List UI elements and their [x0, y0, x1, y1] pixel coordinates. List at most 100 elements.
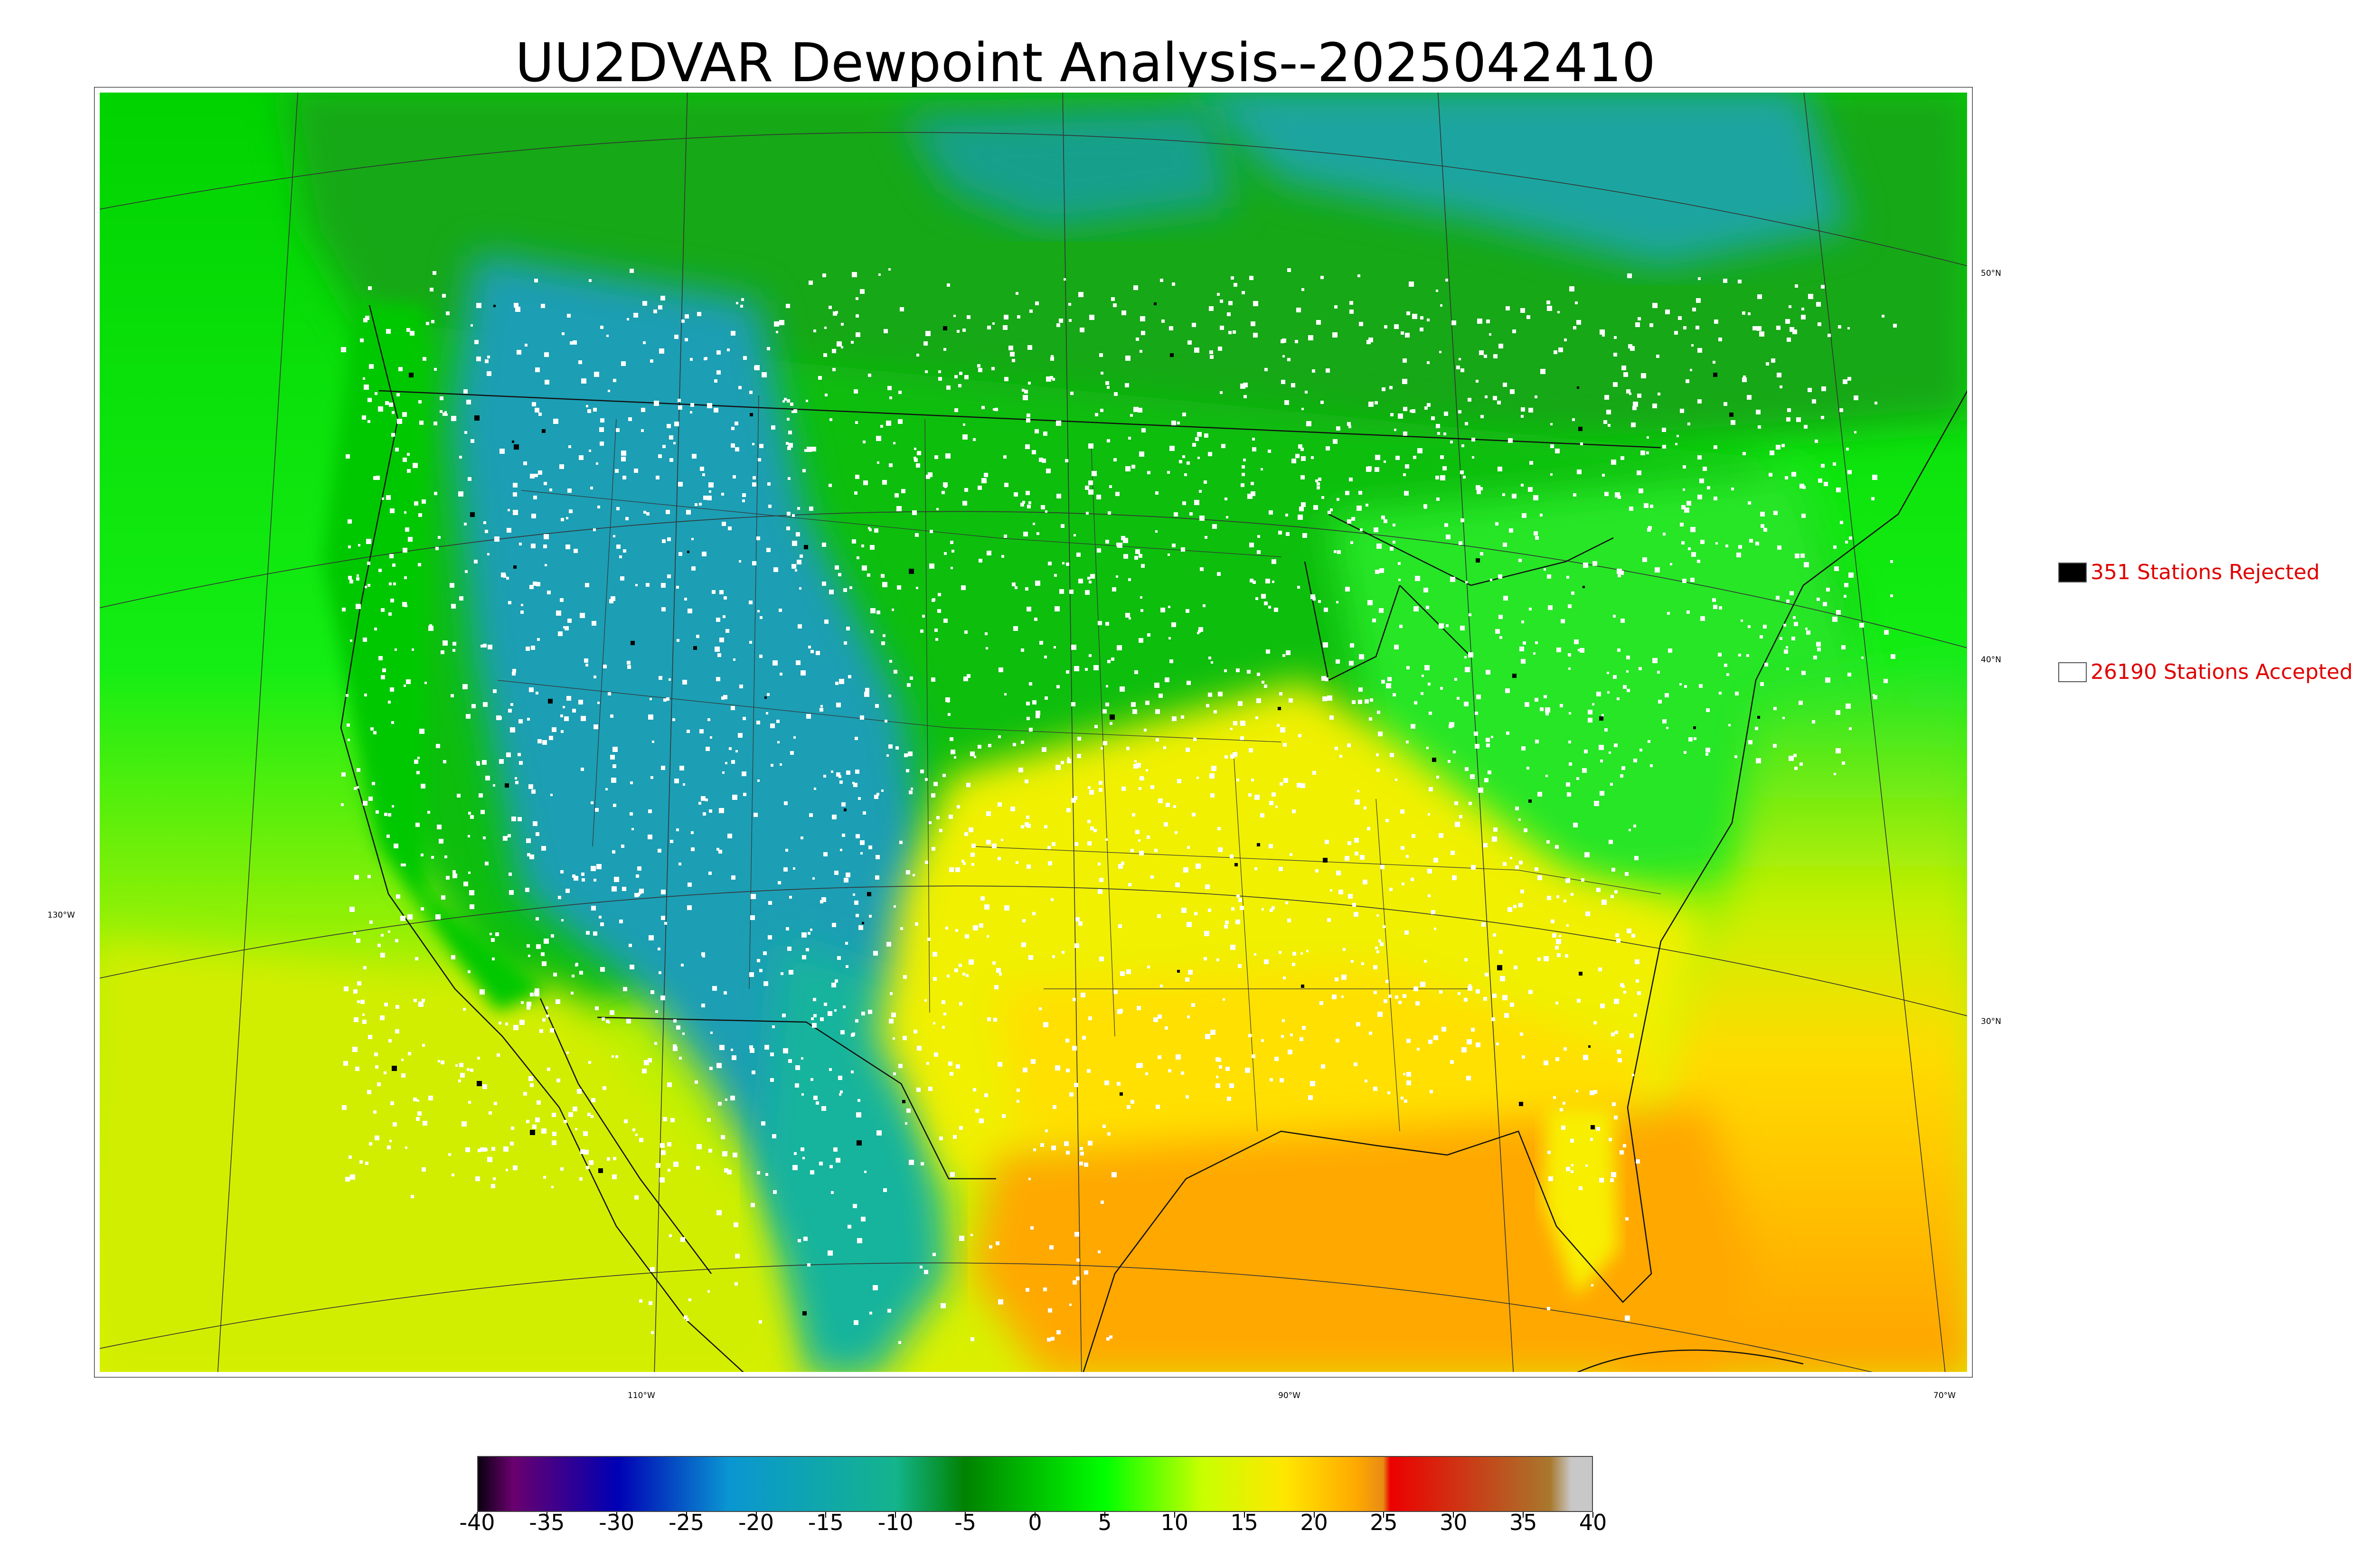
accepted-station — [822, 582, 826, 586]
accepted-station — [1384, 519, 1387, 523]
accepted-station — [437, 825, 442, 829]
accepted-station — [1025, 779, 1028, 783]
accepted-station — [787, 512, 791, 516]
accepted-station — [925, 861, 928, 864]
accepted-station — [1486, 319, 1490, 323]
accepted-station — [414, 999, 417, 1002]
accepted-station — [365, 316, 369, 320]
accepted-station — [1092, 471, 1097, 476]
accepted-station — [403, 864, 406, 866]
accepted-station — [967, 315, 970, 319]
accepted-station — [1217, 293, 1220, 296]
accepted-station — [852, 272, 857, 277]
accepted-station — [687, 905, 692, 910]
accepted-station — [378, 569, 382, 572]
accepted-station — [1139, 851, 1144, 855]
accepted-station — [789, 970, 793, 975]
accepted-station — [1147, 633, 1150, 637]
accepted-station — [616, 507, 620, 510]
accepted-station — [1109, 1335, 1112, 1339]
accepted-station — [1376, 544, 1382, 549]
accepted-station — [966, 783, 970, 787]
accepted-station — [1614, 1116, 1618, 1119]
accepted-station — [1800, 554, 1805, 558]
accepted-station — [1884, 630, 1889, 635]
accepted-station — [816, 1101, 819, 1105]
accepted-station — [731, 427, 735, 430]
accepted-station — [435, 914, 441, 920]
accepted-station — [382, 668, 386, 672]
accepted-station — [1187, 461, 1190, 465]
accepted-station — [735, 447, 739, 451]
accepted-station — [1121, 862, 1124, 865]
accepted-station — [1280, 1078, 1284, 1082]
accepted-station — [1366, 340, 1371, 344]
accepted-station — [1198, 627, 1203, 632]
accepted-station — [864, 1171, 867, 1173]
accepted-station — [791, 411, 794, 413]
accepted-station — [1145, 1072, 1148, 1075]
accepted-station — [1648, 740, 1650, 743]
accepted-station — [1577, 999, 1581, 1003]
accepted-station — [1075, 917, 1080, 921]
accepted-station — [1634, 856, 1639, 860]
accepted-station — [1439, 351, 1441, 353]
accepted-station — [1334, 305, 1338, 309]
accepted-station — [1384, 325, 1387, 329]
accepted-station — [1633, 825, 1636, 827]
accepted-station — [831, 983, 836, 987]
accepted-station — [635, 584, 638, 586]
accepted-station — [1431, 416, 1435, 420]
accepted-station — [1748, 625, 1751, 628]
accepted-station — [718, 1102, 722, 1106]
accepted-station — [567, 619, 572, 623]
accepted-station — [1428, 894, 1431, 897]
accepted-station — [828, 1011, 832, 1016]
accepted-station — [789, 896, 792, 899]
accepted-station — [1630, 1033, 1634, 1038]
accepted-station — [660, 296, 665, 300]
accepted-station — [440, 396, 443, 400]
accepted-station — [673, 1046, 678, 1051]
accepted-station — [1127, 1105, 1130, 1109]
accepted-station — [1755, 727, 1758, 730]
accepted-station — [644, 1060, 649, 1065]
accepted-station — [1674, 331, 1678, 335]
rejected-station — [909, 569, 914, 574]
accepted-station — [1636, 1159, 1640, 1164]
accepted-station — [1847, 377, 1851, 381]
accepted-station — [1687, 423, 1690, 425]
accepted-station — [369, 364, 374, 369]
accepted-station — [1427, 319, 1430, 321]
accepted-station — [1003, 325, 1008, 330]
accepted-station — [1363, 880, 1367, 884]
rejected-swatch — [2058, 562, 2087, 582]
accepted-station — [1705, 748, 1710, 752]
accepted-station — [1130, 414, 1133, 417]
accepted-station — [1521, 659, 1526, 664]
accepted-station — [1286, 650, 1291, 655]
accepted-station — [677, 639, 679, 642]
accepted-station — [1560, 1108, 1563, 1111]
accepted-station — [404, 685, 406, 687]
accepted-station — [608, 390, 610, 392]
accepted-station — [669, 678, 671, 681]
accepted-station — [380, 953, 385, 958]
accepted-station — [785, 849, 788, 852]
accepted-station — [1041, 505, 1045, 509]
accepted-station — [868, 845, 872, 849]
accepted-station — [1043, 1022, 1048, 1027]
accepted-station — [801, 932, 807, 938]
accepted-station — [975, 1109, 979, 1113]
accepted-station — [584, 658, 588, 663]
accepted-station — [366, 539, 371, 544]
accepted-station — [613, 379, 616, 382]
accepted-station — [1094, 725, 1098, 728]
accepted-station — [1174, 512, 1178, 516]
accepted-station — [1074, 534, 1076, 536]
accepted-station — [696, 635, 699, 638]
accepted-station — [458, 491, 463, 497]
accepted-station — [735, 422, 738, 425]
accepted-station — [1845, 541, 1848, 544]
accepted-station — [1752, 326, 1757, 330]
